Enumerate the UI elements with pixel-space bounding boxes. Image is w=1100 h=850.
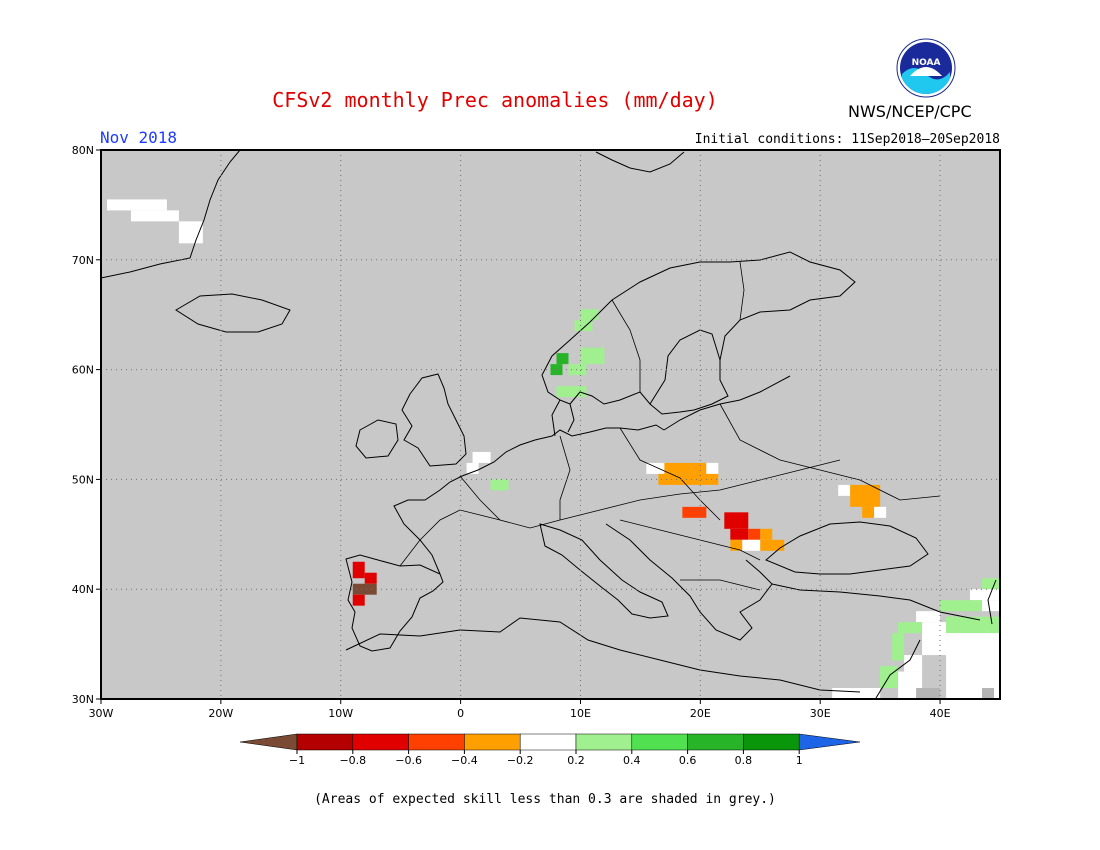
legend-swatch xyxy=(408,733,465,751)
anomaly-cell xyxy=(130,210,179,222)
anomaly-cell xyxy=(730,528,749,540)
lat-tick-label: 60N xyxy=(72,364,94,377)
anomaly-cell xyxy=(874,506,887,518)
lat-tick-label: 50N xyxy=(72,473,94,486)
lon-tick-label: 0 xyxy=(457,707,464,720)
anomaly-cell xyxy=(580,347,605,365)
lat-tick-label: 70N xyxy=(72,254,94,267)
legend-label: −0.6 xyxy=(395,754,422,767)
chart-title: CFSv2 monthly Prec anomalies (mm/day) xyxy=(272,88,718,112)
legend-swatch xyxy=(352,733,409,751)
anomaly-cell xyxy=(106,199,167,211)
anomaly-cells xyxy=(106,199,1000,699)
anomaly-cell xyxy=(556,353,569,365)
anomaly-cell xyxy=(940,600,983,612)
anomaly-cell xyxy=(556,386,587,398)
legend-label: 0.4 xyxy=(623,754,641,767)
anomaly-cell xyxy=(706,462,719,474)
anomaly-cell xyxy=(730,539,743,551)
lat-tick-label: 40N xyxy=(72,583,94,596)
anomaly-cell xyxy=(982,688,995,699)
anomaly-cell xyxy=(916,611,941,623)
legend-label: −0.2 xyxy=(507,754,534,767)
logo-text: NOAA xyxy=(912,58,941,68)
anomaly-cell xyxy=(862,506,875,518)
anomaly-cell xyxy=(892,633,905,661)
anomaly-cell xyxy=(760,539,785,551)
anomaly-cell xyxy=(352,561,365,579)
anomaly-cell xyxy=(850,484,881,507)
color-legend: −1 −0.8 −0.6 −0.4 −0.2 0.2 0.4 0.6 0.8 1 xyxy=(239,733,861,767)
anomaly-cell xyxy=(574,320,593,332)
agency-label: NWS/NCEP/CPC xyxy=(848,102,972,121)
anomaly-cell xyxy=(742,539,761,551)
anomaly-cell xyxy=(832,688,881,699)
legend-label: −0.8 xyxy=(339,754,366,767)
forecast-month: Nov 2018 xyxy=(100,128,178,147)
initial-conditions: Initial conditions: 11Sep2018–20Sep2018 xyxy=(694,132,1000,147)
legend-low-arrow xyxy=(239,733,298,751)
legend-label: 0.2 xyxy=(567,754,585,767)
anomaly-cell xyxy=(916,688,941,699)
legend-label: −0.4 xyxy=(451,754,478,767)
lon-tick-label: 20W xyxy=(208,707,233,720)
legend-label: 0.6 xyxy=(679,754,697,767)
noaa-logo: NOAA xyxy=(896,38,956,98)
anomaly-cell xyxy=(724,512,749,529)
lon-tick-label: 40E xyxy=(930,707,951,720)
axis-ticks: 30W 20W 10W 0 10E 20E 30E 40E 30N 40N 50N 60N 70N 80N xyxy=(72,144,951,720)
legend-swatch xyxy=(296,733,354,751)
anomaly-cell xyxy=(682,506,707,518)
legend-swatch xyxy=(743,733,800,751)
anomaly-cell xyxy=(364,572,377,584)
skill-note: (Areas of expected skill less than 0.3 a… xyxy=(314,792,776,807)
anomaly-cell xyxy=(946,616,1000,634)
legend-swatch xyxy=(519,733,577,751)
anomaly-cell xyxy=(472,451,491,463)
legend-swatch xyxy=(631,733,688,751)
lon-tick-label: 30W xyxy=(89,707,114,720)
anomaly-cell xyxy=(748,528,761,540)
anomaly-cell xyxy=(838,484,851,496)
anomaly-cell xyxy=(898,622,923,634)
legend-swatch xyxy=(575,733,633,751)
anomaly-cell xyxy=(664,462,707,474)
legend-swatch xyxy=(464,733,521,751)
lon-tick-label: 10E xyxy=(570,707,591,720)
legend-label: −1 xyxy=(289,754,305,767)
anomaly-cell xyxy=(352,594,365,606)
anomaly-cell xyxy=(490,479,509,491)
legend-swatch xyxy=(687,733,744,751)
anomaly-cell xyxy=(568,364,587,376)
anomaly-cell xyxy=(904,655,923,672)
lon-tick-label: 10W xyxy=(328,707,353,720)
legend-label: 0.8 xyxy=(735,754,753,767)
anomaly-cell xyxy=(970,589,1000,601)
lon-tick-label: 20E xyxy=(690,707,711,720)
anomaly-cell xyxy=(658,473,719,485)
map-background xyxy=(101,150,1000,699)
lat-tick-label: 80N xyxy=(72,144,94,157)
map-frame xyxy=(100,149,1001,700)
anomaly-cell xyxy=(982,600,1000,612)
anomaly-cell xyxy=(922,622,947,656)
anomaly-cell xyxy=(580,309,599,321)
anomaly-cell xyxy=(466,462,479,474)
legend-label: 1 xyxy=(796,754,803,767)
anomaly-cell xyxy=(760,528,773,540)
lon-tick-label: 30E xyxy=(810,707,831,720)
lat-tick-label: 30N xyxy=(72,693,94,706)
anomaly-cell xyxy=(352,583,377,595)
anomaly-cell xyxy=(982,578,1000,590)
legend-high-arrow xyxy=(798,733,861,751)
